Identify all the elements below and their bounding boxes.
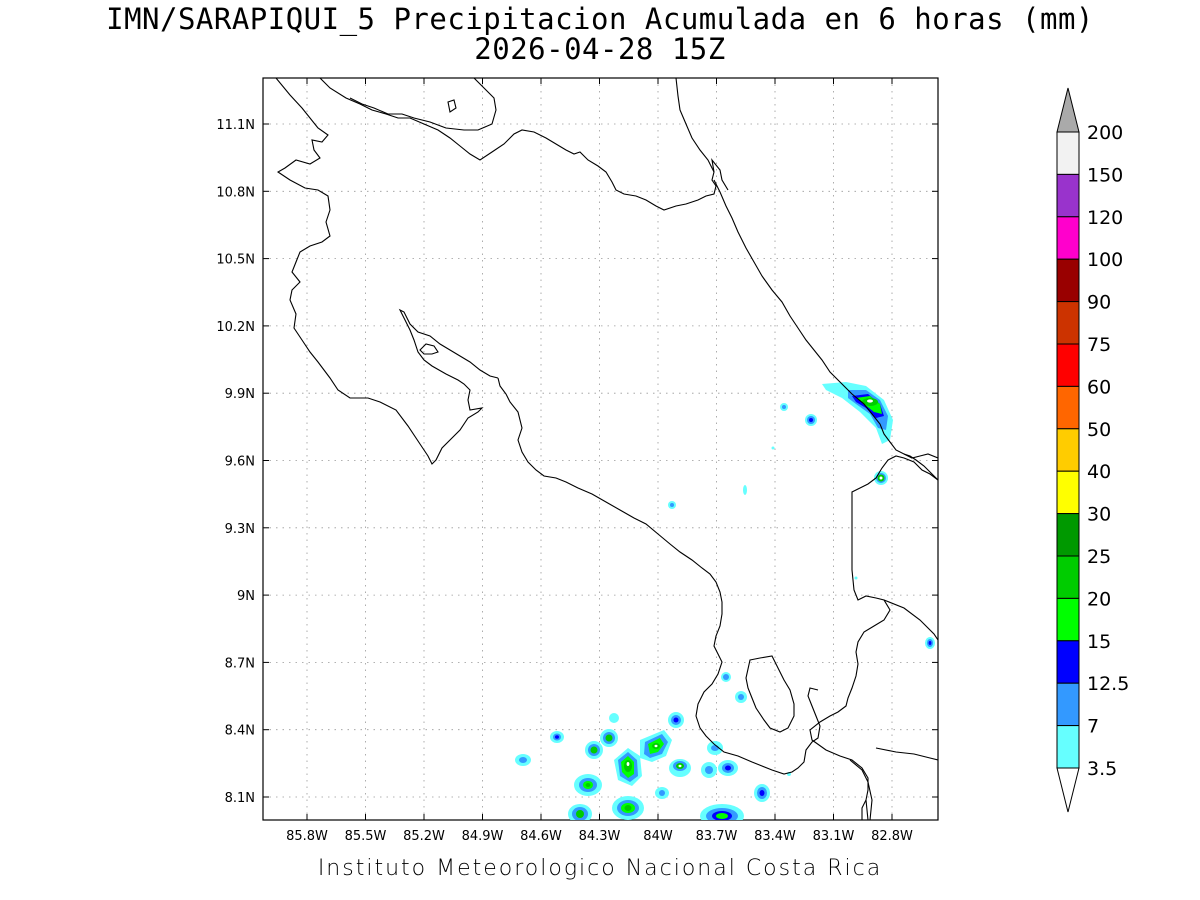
colorbar: 3.5 7 12.5 15 20 25 30 40 50 60 75 90 100 120 150 200 bbox=[1056, 87, 1129, 813]
colorbar-swatch bbox=[1056, 301, 1080, 345]
x-tick-label: 82.8W bbox=[871, 829, 913, 844]
map-subtitle: 2026-04-28 15Z bbox=[474, 32, 726, 66]
colorbar-label: 15 bbox=[1087, 631, 1111, 653]
y-tick-label: 11.1N bbox=[216, 118, 255, 133]
colorbar-swatch bbox=[1056, 173, 1080, 218]
colorbar-label: 40 bbox=[1087, 461, 1111, 483]
y-tick-label: 9.6N bbox=[225, 455, 255, 470]
y-tick-label: 8.4N bbox=[225, 724, 255, 739]
x-tick-label: 83.1W bbox=[813, 829, 855, 844]
map-title: IMN/SARAPIQUI_5 Precipitacion Acumulada … bbox=[106, 2, 1094, 36]
precip-cell bbox=[668, 446, 858, 703]
precip-cell bbox=[925, 637, 935, 649]
colorbar-swatch bbox=[1056, 428, 1080, 472]
y-tick-label: 10.8N bbox=[216, 185, 255, 200]
precip-cell bbox=[614, 748, 642, 786]
x-tick-label: 85.2W bbox=[403, 829, 445, 844]
precip-cell bbox=[574, 772, 791, 802]
y-tick-label: 9.9N bbox=[225, 387, 255, 402]
colorbar-label: 60 bbox=[1087, 376, 1111, 398]
x-tick-label: 84.3W bbox=[579, 829, 621, 844]
x-tick-label: 84.9W bbox=[462, 829, 504, 844]
colorbar-label: 3.5 bbox=[1087, 758, 1117, 780]
colorbar-label: 25 bbox=[1087, 546, 1111, 568]
colorbar-label: 20 bbox=[1087, 588, 1111, 610]
colorbar-label: 30 bbox=[1087, 504, 1111, 526]
colorbar-swatch bbox=[1056, 343, 1080, 387]
colorbar-swatch bbox=[1056, 513, 1080, 557]
precip-cell bbox=[640, 730, 672, 762]
x-tick-label: 85.5W bbox=[345, 829, 387, 844]
colorbar-min-arrow bbox=[1056, 767, 1080, 813]
precip-cell bbox=[669, 741, 738, 778]
colorbar-label: 200 bbox=[1087, 122, 1123, 144]
colorbar-swatch bbox=[1056, 131, 1080, 175]
colorbar-swatch bbox=[1056, 385, 1080, 430]
y-tick-label: 9N bbox=[237, 589, 255, 604]
colorbar-label: 50 bbox=[1087, 419, 1111, 441]
precip-cell bbox=[822, 382, 893, 444]
precip-cell bbox=[780, 403, 788, 411]
y-tick-label: 10.2N bbox=[216, 320, 255, 335]
colorbar-max-arrow bbox=[1056, 87, 1080, 133]
colorbar-label: 100 bbox=[1087, 249, 1123, 271]
colorbar-label: 150 bbox=[1087, 164, 1123, 186]
precip-cell bbox=[874, 471, 888, 485]
colorbar-swatch bbox=[1056, 597, 1080, 642]
colorbar-swatch bbox=[1056, 216, 1080, 260]
x-tick-label: 83.7W bbox=[696, 829, 738, 844]
colorbar-swatch bbox=[1056, 725, 1080, 769]
y-tick-label: 10.5N bbox=[216, 253, 255, 268]
colorbar-swatch bbox=[1056, 682, 1080, 727]
plot-area bbox=[262, 77, 939, 821]
x-tick-label: 84.6W bbox=[520, 829, 562, 844]
x-tick-label: 83.4W bbox=[754, 829, 796, 844]
y-tick-label: 9.3N bbox=[225, 522, 255, 537]
colorbar-label: 120 bbox=[1087, 207, 1123, 229]
precipitation-field bbox=[515, 382, 935, 820]
institution-credit: Instituto Meteorologico Nacional Costa R… bbox=[317, 856, 883, 881]
y-tick-label: 8.7N bbox=[225, 656, 255, 671]
x-tick-label: 85.8W bbox=[286, 829, 328, 844]
gridlines bbox=[263, 78, 938, 820]
colorbar-label: 75 bbox=[1087, 334, 1111, 356]
colorbar-swatch bbox=[1056, 640, 1080, 684]
colorbar-label: 12.5 bbox=[1087, 673, 1129, 695]
precip-cell bbox=[805, 414, 817, 426]
precip-cell bbox=[515, 712, 684, 766]
colorbar-swatch bbox=[1056, 470, 1080, 515]
colorbar-label: 90 bbox=[1087, 292, 1111, 314]
colorbar-swatch bbox=[1056, 555, 1080, 599]
x-axis: 85.8W 85.5W 85.2W 84.9W 84.6W 84.3W 84W 83.7W 83… bbox=[286, 78, 913, 844]
colorbar-label: 7 bbox=[1087, 716, 1099, 738]
y-axis: 11.1N 10.8N 10.5N 10.2N 9.9N 9.6N 9.3N 9N 8.7N 8.… bbox=[216, 118, 938, 806]
precip-cell bbox=[568, 796, 744, 820]
coastline bbox=[275, 78, 938, 820]
x-tick-label: 84W bbox=[643, 829, 673, 844]
colorbar-swatch bbox=[1056, 258, 1080, 303]
y-tick-label: 8.1N bbox=[225, 791, 255, 806]
